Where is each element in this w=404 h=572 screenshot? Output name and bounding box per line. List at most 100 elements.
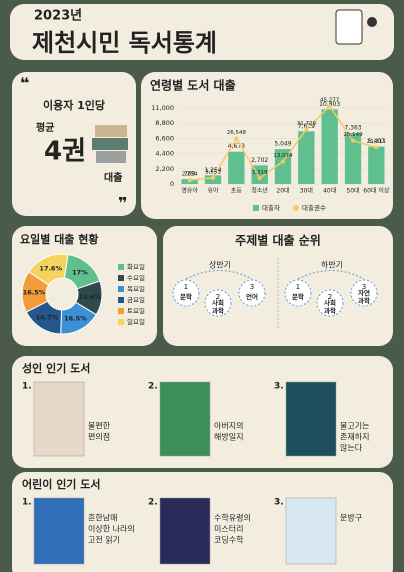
legend-label: 대출권수 xyxy=(302,203,326,212)
y-tick-label: 2,200 xyxy=(155,165,174,173)
legend-swatch xyxy=(118,308,124,314)
bar xyxy=(321,109,338,184)
legend-swatch xyxy=(118,275,124,281)
bar xyxy=(228,151,245,184)
rank-number: 1 xyxy=(184,283,188,291)
legend-label: 수요일 xyxy=(127,273,145,282)
legend-label: 화요일 xyxy=(127,262,145,271)
line-point xyxy=(257,176,262,181)
line-point xyxy=(304,127,309,132)
book-title: 코딩수학 xyxy=(214,535,244,545)
rank-subject: 문학 xyxy=(180,292,192,301)
average-value: 4권 xyxy=(44,137,86,167)
bar xyxy=(274,149,292,184)
slice-label: 17.6% xyxy=(39,264,62,272)
x-tick-label: 50대 xyxy=(346,187,359,195)
rank-circle xyxy=(238,279,266,307)
main-title: 제천시민 독서통계 xyxy=(32,29,217,57)
rank-subject: 사회 과학 xyxy=(212,298,224,315)
book-icon xyxy=(96,151,126,163)
legend-swatch xyxy=(118,319,124,325)
bar-value-label: 709 xyxy=(184,171,196,178)
rank-circle xyxy=(284,279,312,307)
book-title: 미스터리 xyxy=(214,525,243,534)
book-title: 편의점 xyxy=(88,432,110,442)
quote: ❞ xyxy=(118,194,127,213)
slice-label: 16.7% xyxy=(36,314,59,322)
bar xyxy=(368,146,385,184)
line-value-label: 25,149 xyxy=(343,132,363,138)
rank-number: 2 xyxy=(328,293,332,301)
book-title: 불편한 xyxy=(88,421,111,431)
line-point xyxy=(234,136,239,141)
section-title: 어린이 인기 도서 xyxy=(22,477,101,491)
legend-label: 목요일 xyxy=(127,284,145,293)
book-title: 물고기는 xyxy=(340,422,369,431)
legend-swatch xyxy=(118,286,124,292)
bar-value-label: 1,254 xyxy=(204,167,221,174)
rank-number: 1 xyxy=(296,283,300,291)
average-label: 이용자 1인당 xyxy=(43,98,105,112)
legend-label: 금요일 xyxy=(127,295,145,304)
line-point xyxy=(187,178,192,183)
rank-circle xyxy=(350,279,378,307)
line-value-label: 3,319 xyxy=(252,170,268,176)
book-cover xyxy=(159,381,211,457)
average-unit: 대출 xyxy=(104,171,122,184)
x-tick-label: 60대 이상 xyxy=(363,187,390,195)
book-cover xyxy=(285,497,337,565)
x-tick-label: 40대 xyxy=(323,187,336,195)
book-rank: 2. xyxy=(148,498,158,508)
clipboard-icon xyxy=(335,9,363,45)
book-rank: 3. xyxy=(274,382,284,392)
x-tick-label: 유아 xyxy=(207,187,219,195)
half-label: 상반기 xyxy=(209,260,231,270)
bar-value-label: 4,673 xyxy=(228,143,245,150)
bar-value-label: 2,702 xyxy=(251,157,268,164)
section-title: 성인 인기 도서 xyxy=(22,361,90,375)
panel-average xyxy=(12,72,136,216)
book-icon xyxy=(95,125,127,137)
book-title: 아버지의 xyxy=(214,421,243,431)
line-point xyxy=(327,104,332,109)
y-tick-label: 11,000 xyxy=(151,104,174,112)
bar xyxy=(344,133,362,184)
line-value-label: 21,311 xyxy=(367,139,386,145)
bar-value-label: 7,363 xyxy=(344,125,361,132)
ranking-title: 주제별 대출 순위 xyxy=(235,233,321,248)
chart-title: 요일별 대출 현황 xyxy=(20,232,99,246)
book-cover xyxy=(33,497,85,565)
book-icon xyxy=(92,138,128,150)
line-point xyxy=(374,145,379,150)
bar-value-label: 5,049 xyxy=(274,141,291,148)
y-tick-label: 8,800 xyxy=(155,119,174,127)
rank-subject: 사회 과학 xyxy=(324,298,336,315)
line-value-label: 13,074 xyxy=(273,153,293,159)
slice-label: 16.5% xyxy=(64,315,87,323)
book-title: 않는다 xyxy=(340,444,363,453)
book-cover xyxy=(285,381,337,457)
rank-subject: 언어 xyxy=(246,292,258,301)
line-point xyxy=(281,159,285,164)
line-point xyxy=(211,175,215,180)
x-tick-label: 초등 xyxy=(231,188,243,195)
chart-title: 연령별 도서 대출 xyxy=(150,78,236,93)
book-title: 고전 읽기 xyxy=(88,535,120,545)
quote: ❝ xyxy=(20,74,29,93)
x-tick-label: 청소년 xyxy=(251,187,268,195)
line-value-label: 45,277 xyxy=(320,98,340,104)
average-sub: 평균 xyxy=(36,121,54,134)
rank-subject: 자연 과학 xyxy=(358,288,370,305)
rank-circle xyxy=(204,289,232,317)
book-rank: 1. xyxy=(22,498,32,508)
legend-label: 일요일 xyxy=(127,317,145,326)
line-value-label: 26,548 xyxy=(227,130,247,136)
bar-value-label: 5,407 xyxy=(368,138,385,145)
book-rank: 1. xyxy=(22,382,32,392)
book-title: 존재하지 xyxy=(340,432,369,442)
bar xyxy=(298,131,315,184)
rank-subject: 문학 xyxy=(292,292,304,301)
book-title: 이상한 나라의 xyxy=(88,524,135,534)
